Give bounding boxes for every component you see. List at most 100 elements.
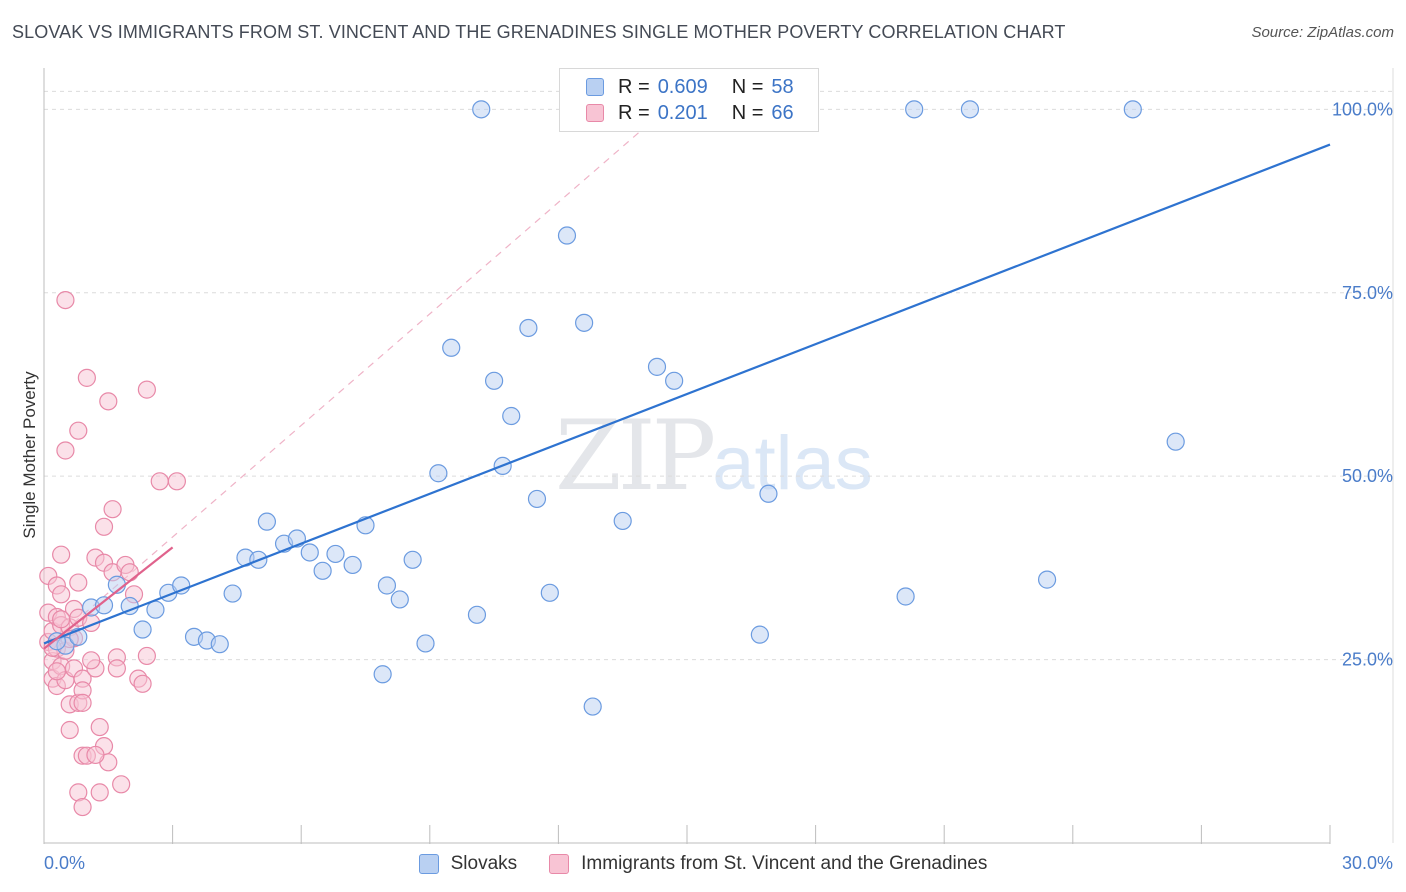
source-label: Source: ZipAtlas.com [1251,24,1394,41]
point-slovaks [377,576,397,595]
point-slovaks [403,550,422,569]
point-immigrants [99,392,118,411]
series-immigrants-points [39,290,186,817]
point-slovaks [416,634,435,653]
point-slovaks [1123,100,1142,119]
point-slovaks [326,544,345,564]
legend-n-label: N = [731,101,764,124]
tick-labels: 25.0% 50.0% 75.0% 100.0% 0.0% 30.0% [44,99,1393,873]
point-slovaks [313,561,332,580]
point-immigrants [150,472,169,491]
point-slovaks [759,484,778,503]
point-slovaks [1037,570,1057,589]
series-slovaks-points [47,100,1185,716]
y-tick-label: 100.0% [1332,99,1393,119]
point-slovaks [896,587,915,606]
legend-r-label: R = [618,101,650,124]
point-immigrants [60,720,79,740]
point-immigrants [112,775,131,794]
point-slovaks [373,665,392,684]
point-immigrants [167,472,186,491]
point-slovaks [583,697,602,716]
point-immigrants [52,545,71,564]
point-slovaks [485,371,504,390]
axes [43,68,1331,844]
point-slovaks [557,226,577,245]
point-slovaks [94,596,114,615]
legend-label-immigrants: Immigrants from St. Vincent and the Gren… [581,853,988,874]
point-immigrants [52,585,71,604]
legend-label-slovaks: Slovaks [450,853,518,874]
point-immigrants [77,368,96,387]
trend-line-slovaks [43,143,1331,645]
point-immigrants [137,646,156,666]
legend-n-value: 66 [771,101,794,124]
y-tick-label: 25.0% [1342,650,1393,670]
trend-line-immigrants [43,546,174,650]
point-immigrants [133,674,152,693]
point-slovaks [467,605,487,624]
x-tick-label-max: 30.0% [1342,853,1393,873]
point-slovaks [905,100,924,119]
legend-swatch-slovaks [418,854,439,874]
point-slovaks [519,318,538,338]
y-tick-label: 50.0% [1342,466,1393,486]
point-slovaks [527,489,547,509]
point-immigrants [73,797,92,817]
grid-lines [44,68,1394,843]
point-immigrants [82,651,101,670]
legend-row-immigrants: R = 0.201 N = 66 [586,100,794,126]
legend-r-value: 0.201 [657,101,708,124]
point-immigrants [94,517,114,536]
point-immigrants [73,693,92,712]
point-slovaks [540,583,559,602]
y-tick-label: 75.0% [1342,283,1393,303]
point-slovaks [343,555,362,575]
point-slovaks [647,357,667,376]
point-slovaks [1166,432,1185,451]
legend-item-immigrants[interactable]: Immigrants from St. Vincent and the Gren… [549,853,987,875]
point-immigrants [47,662,66,681]
point-slovaks [575,313,594,332]
point-slovaks [472,100,491,119]
point-immigrants [120,563,139,582]
point-immigrants [86,745,105,765]
point-slovaks [613,511,632,531]
series-legend: Slovaks Immigrants from St. Vincent and … [0,850,1406,878]
point-immigrants [56,290,75,310]
point-slovaks [390,590,409,609]
point-slovaks [502,406,521,426]
point-immigrants [56,441,75,460]
point-slovaks [223,584,242,603]
point-slovaks [665,371,684,390]
point-immigrants [90,783,109,802]
legend-r-value: 0.609 [657,75,708,98]
point-immigrants [69,573,88,592]
point-immigrants [137,380,156,399]
legend-row-slovaks: R = 0.609 N = 58 [586,74,794,100]
legend-item-slovaks[interactable]: Slovaks [418,853,518,875]
point-immigrants [90,717,109,737]
legend-swatch-blue [586,78,604,96]
legend-n-label: N = [731,75,764,98]
point-slovaks [960,100,980,119]
point-immigrants [69,421,88,440]
legend-swatch-pink [586,104,604,122]
point-slovaks [429,464,448,483]
point-immigrants [103,500,122,519]
legend-r-label: R = [618,75,650,98]
point-slovaks [750,625,769,644]
point-slovaks [257,512,277,531]
point-slovaks [146,600,165,619]
point-immigrants [107,659,126,678]
point-slovaks [442,338,461,357]
legend-swatch-immigrants [549,854,570,874]
point-slovaks [133,620,152,639]
point-slovaks [210,635,229,654]
x-tick-label-min: 0.0% [44,853,85,873]
chart-title: SLOVAK VS IMMIGRANTS FROM ST. VINCENT AN… [12,22,1066,42]
point-immigrants [52,610,71,629]
point-slovaks [300,543,319,562]
trend-lines [43,143,1331,650]
